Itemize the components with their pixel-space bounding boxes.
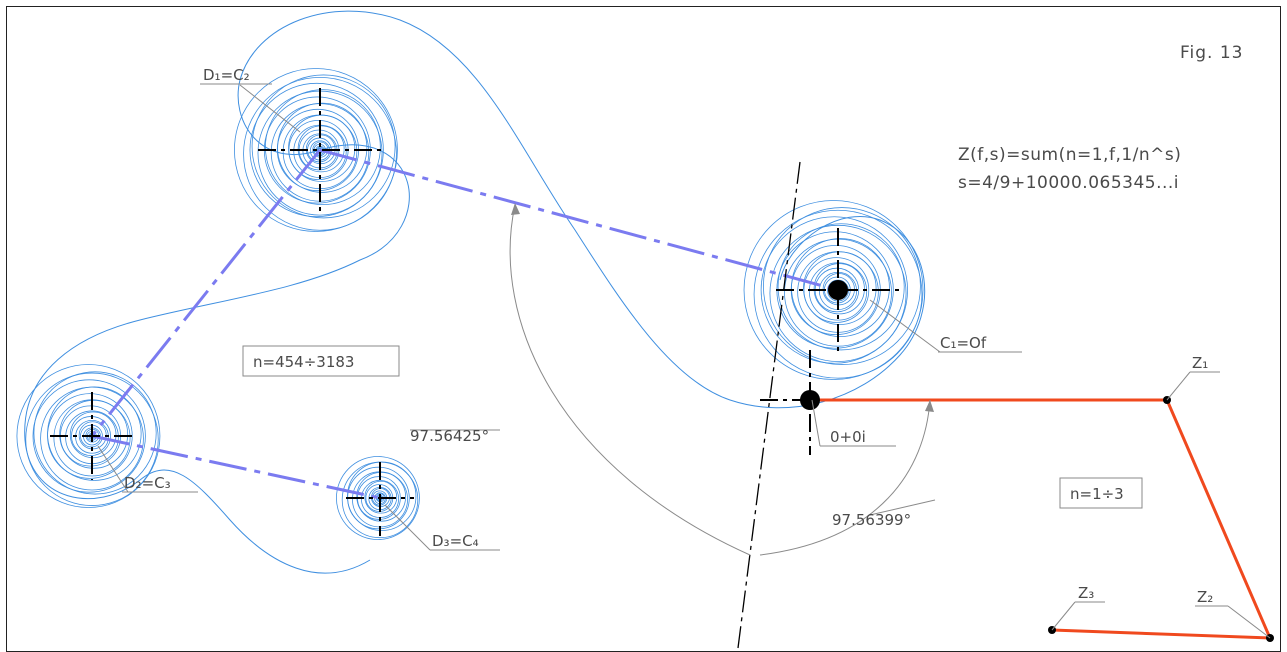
spiral-ring [25, 372, 159, 506]
outer-angle-arc [509, 204, 751, 556]
label-z1: Z₁ [1192, 354, 1208, 372]
spiral-ring [813, 263, 865, 315]
label-z2: Z₂ [1197, 588, 1213, 606]
dashed-links [90, 148, 839, 500]
arrow-inner [925, 400, 934, 412]
spiral-ring [760, 216, 908, 364]
range-label-large: n=454÷3183 [253, 353, 354, 371]
spiral-ring [288, 114, 356, 182]
angle-dimensions [97, 84, 1271, 639]
range-box-large [242, 345, 400, 377]
link-d1-c1 [319, 148, 839, 292]
label-d3: D₃=C₄ [432, 532, 479, 550]
inner-angle-arc [759, 399, 931, 556]
label-d2: D₂=C₃ [124, 474, 171, 492]
spiral-ring [47, 393, 133, 479]
spiral-ring [364, 480, 398, 514]
label-z3: Z₃ [1078, 584, 1094, 602]
link-d1-d2 [90, 149, 322, 437]
range-box-small [1059, 477, 1143, 509]
spiral-ring [743, 200, 924, 380]
figure-label: Fig. 13 [1180, 43, 1244, 63]
spiral-ring [16, 364, 161, 508]
label-origin: 0+0i [830, 428, 866, 446]
spiral-ring [297, 125, 345, 173]
spiral-ring [753, 209, 923, 379]
origin-point [800, 390, 820, 410]
spiral-ring [33, 371, 157, 495]
link-d2-d3 [91, 434, 381, 500]
spiral-ring [264, 89, 381, 206]
spiral-ring [234, 68, 398, 232]
label-c1: C₁=Of [940, 334, 987, 352]
angle-label-inner: 97.56399° [832, 511, 911, 529]
formula-line-2: s=4/9+10000.065345...i [958, 173, 1179, 193]
spiral-ring [59, 399, 129, 469]
arrow-outer [511, 203, 520, 215]
spiral-ring [803, 251, 877, 325]
label-d1: D₁=C₂ [203, 66, 250, 84]
spiral-ring [32, 379, 146, 493]
spiral-ring [777, 223, 905, 351]
spiral-ring [356, 471, 407, 522]
angle-label-outer: 97.56425° [410, 427, 489, 445]
c1-point [828, 280, 848, 300]
formula-line-1: Z(f,s)=sum(n=1,f,1/n^s) [958, 145, 1181, 165]
spiral-ring [249, 82, 384, 218]
spiral-ring [336, 456, 420, 540]
spiral-ring [763, 207, 921, 365]
spiral-ring [69, 411, 117, 459]
spiral-ring [803, 257, 870, 323]
spiral-ring [769, 224, 907, 362]
partial-sum-polyline [810, 398, 1273, 640]
spiral-ring [251, 74, 396, 219]
spiral-ring [243, 76, 397, 231]
rotation-axis [737, 161, 801, 649]
range-label-small: n=1÷3 [1070, 485, 1124, 503]
